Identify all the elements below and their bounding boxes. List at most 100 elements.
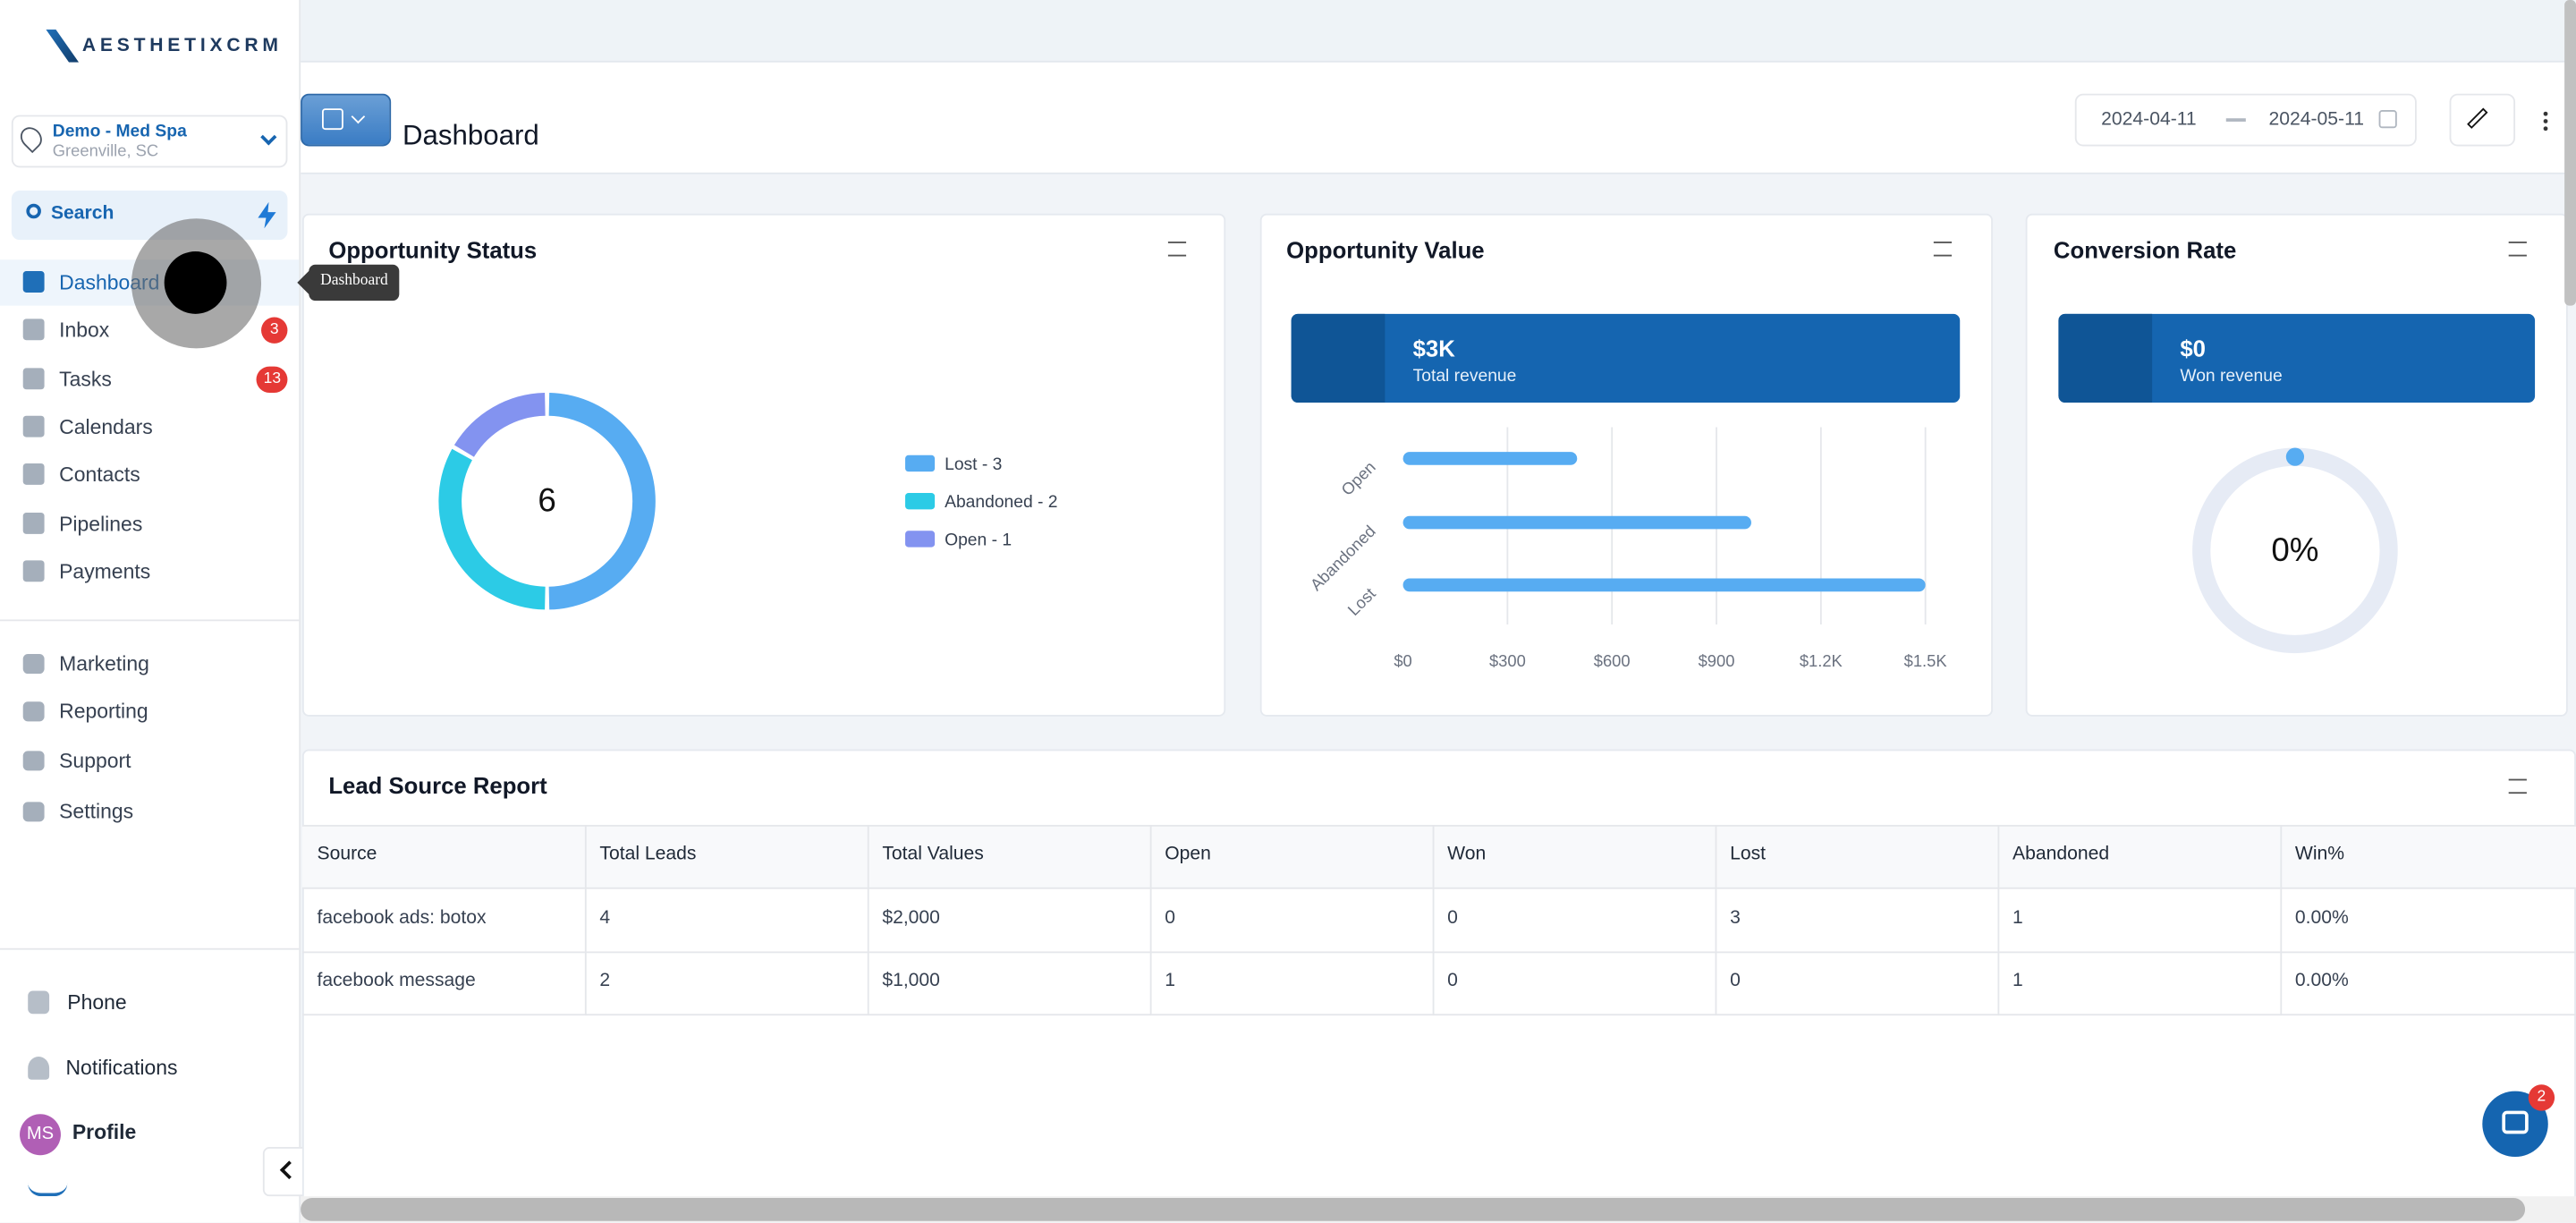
table-cell: facebook message <box>317 971 476 991</box>
date-start: 2024-04-11 <box>2101 110 2197 131</box>
nav-icon <box>22 368 45 390</box>
column-divider <box>1149 825 1152 1016</box>
nav-label: Calendars <box>59 415 153 439</box>
table-cell: $1,000 <box>882 971 940 991</box>
kpi-value: $0 <box>2180 335 2206 362</box>
nav-label[interactable]: Notifications <box>65 1057 178 1080</box>
table-cell: 0.00% <box>2294 908 2349 929</box>
chat-icon <box>2502 1110 2529 1134</box>
bar <box>1402 452 1578 465</box>
kpi-accent <box>2058 313 2153 403</box>
filter-icon[interactable] <box>2508 778 2527 794</box>
table-cell: $2,000 <box>882 908 940 929</box>
nav-label: Inbox <box>59 318 110 343</box>
y-tick-label: Lost <box>1343 584 1378 619</box>
card-title: Conversion Rate <box>2053 236 2237 263</box>
nav-icon <box>22 415 45 437</box>
x-tick-label: $0 <box>1394 651 1411 670</box>
nav-icon <box>28 990 50 1015</box>
column-header: Total Leads <box>599 845 697 865</box>
brand: AESTHETIXCRM <box>81 36 283 56</box>
date-end: 2024-05-11 <box>2268 110 2365 131</box>
table-cell: facebook ads: botox <box>317 908 487 929</box>
nav-icon <box>22 513 45 534</box>
column-divider <box>1997 825 2000 1016</box>
card-title: Opportunity Value <box>1286 236 1485 263</box>
chat-badge: 2 <box>2528 1084 2555 1111</box>
scrollbar-thumb[interactable] <box>301 1197 2526 1221</box>
table-cell: 4 <box>599 908 611 929</box>
table-header-bg <box>301 825 2576 889</box>
nav-icon <box>22 802 45 822</box>
location-box[interactable] <box>11 115 288 168</box>
edit-button[interactable] <box>2449 93 2516 147</box>
x-tick-label: $1.5K <box>1904 651 1948 670</box>
row-divider <box>301 951 2576 954</box>
v-scrollbar[interactable] <box>2564 0 2576 306</box>
row-divider <box>301 1014 2576 1016</box>
date-arrow <box>2225 118 2246 121</box>
nav-label: Tasks <box>59 368 112 392</box>
bar <box>1402 515 1751 530</box>
divider <box>0 947 300 950</box>
column-divider <box>584 825 587 1016</box>
table-cell: 0 <box>1165 908 1176 929</box>
nav-icon <box>22 271 45 293</box>
nav-icon <box>22 701 45 722</box>
tooltip: Dashboard <box>309 264 400 301</box>
table-cell: 3 <box>1730 908 1741 929</box>
x-tick-label: $600 <box>1594 651 1631 670</box>
y-tick-label: Abandoned <box>1306 522 1378 594</box>
column-header: Lost <box>1730 845 1767 865</box>
nav-label[interactable]: Profile <box>72 1120 137 1144</box>
kpi-label: Won revenue <box>2180 366 2283 386</box>
search-label: Search <box>50 203 114 224</box>
location-name: Demo - Med Spa <box>52 121 187 141</box>
nav-label: Payments <box>59 560 151 584</box>
filter-icon[interactable] <box>1933 241 1953 257</box>
kpi-value: $3K <box>1412 335 1455 362</box>
column-header: Open <box>1165 845 1211 865</box>
location-city: Greenville, SC <box>52 142 159 161</box>
top-bar <box>301 0 2576 63</box>
filter-icon[interactable] <box>2508 241 2527 257</box>
nav-icon <box>22 751 45 771</box>
table-cell: 0 <box>1447 971 1458 991</box>
search-icon <box>26 203 41 219</box>
column-divider <box>2280 825 2283 1016</box>
search-box[interactable] <box>11 191 288 241</box>
card-title: Lead Source Report <box>328 772 547 799</box>
nav-icon <box>22 654 45 675</box>
bar <box>1402 578 1926 592</box>
nav-label: Reporting <box>59 700 148 724</box>
legend-swatch <box>905 493 936 510</box>
avatar[interactable]: MS <box>20 1114 61 1156</box>
nav-badge: 3 <box>261 317 288 344</box>
donut-segment <box>453 393 547 458</box>
column-divider <box>867 825 869 1016</box>
card <box>1259 213 1993 717</box>
legend-swatch <box>905 531 936 548</box>
nav-icon <box>28 1057 50 1080</box>
legend-label: Lost - 3 <box>945 455 1002 474</box>
kpi-label: Total revenue <box>1412 366 1517 386</box>
date-range[interactable] <box>2074 93 2417 147</box>
table-cell: 0 <box>1730 971 1741 991</box>
nav-label: Pipelines <box>59 513 143 536</box>
more-menu[interactable] <box>2543 110 2548 132</box>
table-cell: 2 <box>599 971 611 991</box>
y-tick-label: Open <box>1337 457 1379 499</box>
nav-icon <box>22 463 45 485</box>
column-header: Abandoned <box>2012 845 2110 865</box>
table-cell: 1 <box>1165 971 1176 991</box>
table-cell: 1 <box>2012 908 2023 929</box>
x-tick-label: $300 <box>1489 651 1526 670</box>
nav-label[interactable]: Phone <box>67 990 127 1015</box>
layout-toggle[interactable] <box>301 93 392 147</box>
filter-icon[interactable] <box>1167 241 1187 257</box>
donut-total: 6 <box>538 482 555 519</box>
column-divider <box>1715 825 1717 1016</box>
